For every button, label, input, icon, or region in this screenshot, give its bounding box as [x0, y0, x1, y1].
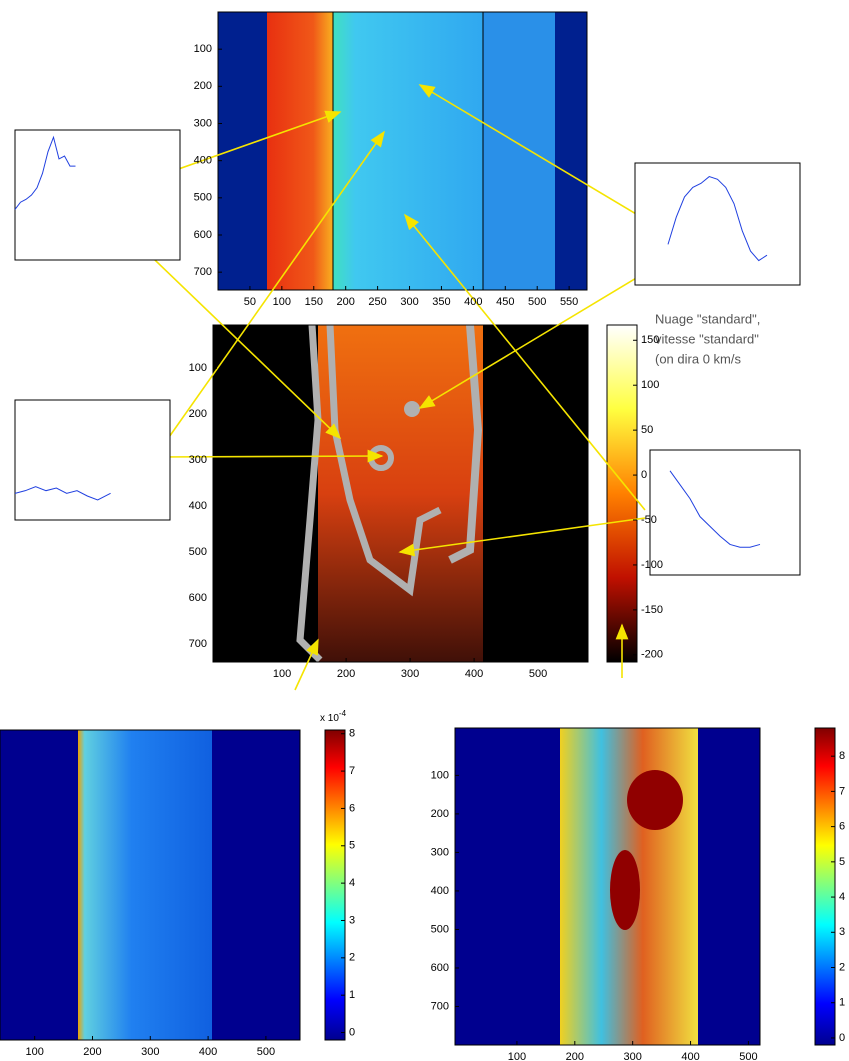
colorbar-tick-label: 4 — [839, 891, 845, 903]
colorbar-tick-label: 3 — [839, 926, 845, 938]
y-tick-label: 200 — [189, 408, 207, 420]
colorbar-tick-label: -50 — [641, 514, 657, 526]
y-tick-label: 700 — [189, 638, 207, 650]
colorbar-tick-label: 8 — [839, 750, 845, 762]
colorbar-tick-label: -200 — [641, 649, 663, 661]
x-tick-label: 500 — [529, 668, 547, 680]
x-tick-label: 400 — [465, 668, 483, 680]
y-tick-label: 200 — [194, 80, 212, 92]
y-tick-label: 700 — [194, 266, 212, 278]
y-tick-label: 500 — [189, 546, 207, 558]
x-tick-label: 200 — [337, 668, 355, 680]
colorbar-tick-label: 100 — [641, 379, 659, 391]
profile-line — [14, 135, 76, 210]
y-tick-label: 600 — [189, 592, 207, 604]
y-tick-label: 600 — [431, 962, 449, 974]
colorbar-tick-label: 5 — [839, 856, 845, 868]
y-tick-label: 100 — [189, 362, 207, 374]
profile-line — [669, 470, 761, 548]
x-tick-label: 500 — [528, 296, 546, 308]
colorbar-tick-label: 2 — [349, 952, 355, 964]
x-tick-label: 200 — [566, 1051, 584, 1061]
colorbar-scale: x 10-4 — [320, 709, 347, 724]
x-tick-label: 400 — [199, 1046, 217, 1058]
colorbar-tick-label: 7 — [349, 765, 355, 777]
x-tick-label: 300 — [141, 1046, 159, 1058]
x-tick-label: 550 — [560, 296, 578, 308]
y-tick-label: 300 — [189, 454, 207, 466]
x-tick-label: 400 — [464, 296, 482, 308]
heatmap-velocity — [212, 324, 589, 663]
heatmap-top — [217, 11, 588, 291]
colorbar-tick-label: 4 — [349, 877, 355, 889]
scale-base: x 10 — [320, 713, 339, 724]
y-tick-label: 100 — [431, 769, 449, 781]
colorbar-tick-label: 1 — [349, 989, 355, 1001]
x-tick-label: 50 — [244, 296, 256, 308]
x-tick-label: 300 — [401, 668, 419, 680]
colorbar-tick-label: 2 — [839, 961, 845, 973]
y-tick-label: 500 — [194, 192, 212, 204]
x-tick-label: 350 — [432, 296, 450, 308]
x-tick-label: 300 — [400, 296, 418, 308]
colorbar-tick-label: 0 — [349, 1026, 355, 1038]
colorbar-tick-label: 3 — [349, 914, 355, 926]
x-tick-label: 200 — [83, 1046, 101, 1058]
x-tick-label: 300 — [623, 1051, 641, 1061]
colorbar-tick-label: 150 — [641, 334, 659, 346]
colorbar-tick-label: 7 — [839, 785, 845, 797]
colorbar-tick-label: 8 — [349, 728, 355, 740]
colorbar-tick-label: 5 — [349, 840, 355, 852]
colorbar-tick-label: 0 — [641, 469, 647, 481]
y-tick-label: 300 — [194, 117, 212, 129]
colorbar-tick-label: -150 — [641, 604, 663, 616]
x-tick-label: 500 — [257, 1046, 275, 1058]
heatmap-bottom-left — [0, 729, 301, 1041]
profile-line — [667, 175, 768, 262]
x-tick-label: 500 — [739, 1051, 757, 1061]
annotation-line: Nuage "standard", — [655, 311, 760, 326]
profile-line — [14, 486, 111, 501]
arrows — [104, 84, 664, 691]
annotation-line: (on dira 0 km/s — [655, 351, 741, 366]
x-tick-label: 400 — [681, 1051, 699, 1061]
colorbar-tick-label: 6 — [349, 802, 355, 814]
colorbar-tick-label: -100 — [641, 559, 663, 571]
x-tick-label: 100 — [508, 1051, 526, 1061]
y-tick-label: 200 — [431, 808, 449, 820]
y-tick-label: 300 — [431, 846, 449, 858]
y-tick-label: 400 — [189, 500, 207, 512]
colorbar-tick-label: 6 — [839, 821, 845, 833]
colorbar-tick-label: 50 — [641, 424, 653, 436]
colorbar-tick-label: 0 — [839, 1032, 845, 1044]
y-tick-label: 600 — [194, 229, 212, 241]
x-tick-label: 100 — [26, 1046, 44, 1058]
x-tick-label: 450 — [496, 296, 514, 308]
y-tick-label: 700 — [431, 1000, 449, 1012]
x-tick-label: 150 — [305, 296, 323, 308]
x-tick-label: 250 — [368, 296, 386, 308]
y-tick-label: 500 — [431, 923, 449, 935]
x-tick-label: 100 — [273, 296, 291, 308]
annotation-line: vitesse "standard" — [655, 331, 759, 346]
heatmap-bottom-right — [454, 727, 761, 1046]
x-tick-label: 200 — [337, 296, 355, 308]
scale-exponent: -4 — [339, 709, 347, 718]
x-tick-label: 100 — [273, 668, 291, 680]
profile-plots — [14, 129, 801, 576]
colorbar-tick-label: 1 — [839, 997, 845, 1009]
y-tick-label: 400 — [194, 155, 212, 167]
y-tick-label: 400 — [431, 885, 449, 897]
y-tick-label: 100 — [194, 43, 212, 55]
